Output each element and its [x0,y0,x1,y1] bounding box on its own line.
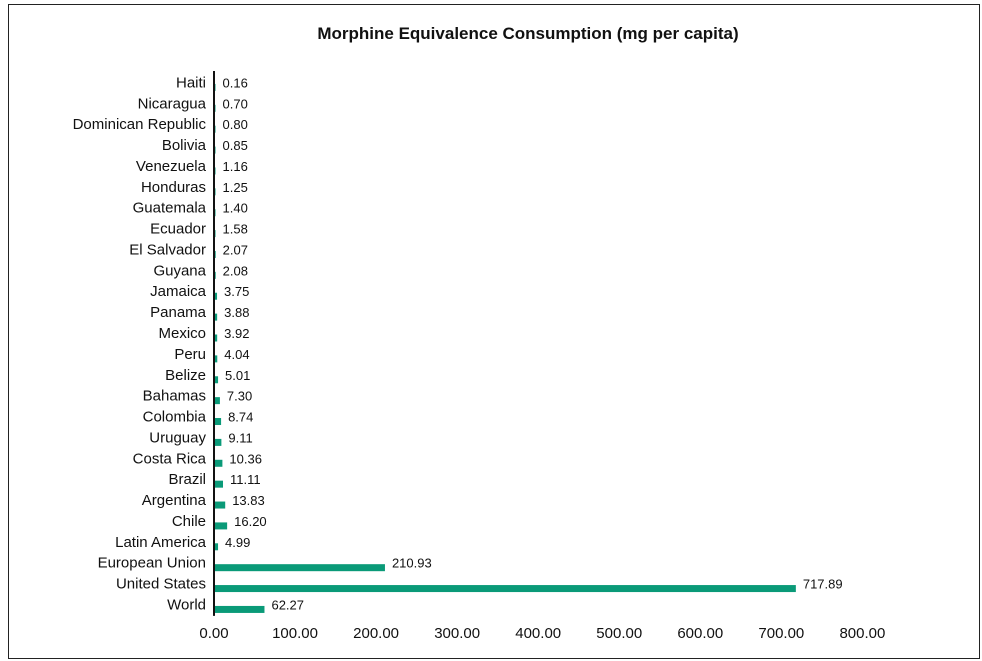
value-label-brazil: 11.11 [230,472,261,487]
category-label-european-union: European Union [98,555,206,572]
category-label-costa-rica: Costa Rica [133,450,207,467]
category-label-guatemala: Guatemala [133,200,207,217]
bar-bahamas [214,397,220,405]
bar-panama [214,313,218,321]
value-labels-group: 0.16 0.70 0.80 0.85 1.16 1.25 1.40 1.58 2.07 2.08… [223,75,843,612]
category-label-uruguay: Uruguay [149,429,206,446]
x-tick-label-1: 100.00 [272,625,318,642]
x-axis-ticks-group: 0.00 100.00 200.00 300.00 400.00 500.00 600.00… [199,625,885,642]
chart-frame: Morphine Equivalence Consumption (mg per… [8,4,980,659]
bar-european-union [214,564,385,572]
value-label-peru: 4.04 [224,347,249,362]
category-label-belize: Belize [165,367,206,384]
category-label-colombia: Colombia [143,409,207,426]
value-label-ecuador: 1.58 [223,222,248,237]
category-label-brazil: Brazil [168,471,206,488]
chart-title: Morphine Equivalence Consumption (mg per… [317,24,738,43]
value-label-uruguay: 9.11 [228,430,252,445]
value-label-belize: 5.01 [225,368,250,383]
category-label-guyana: Guyana [153,262,206,279]
category-label-ecuador: Ecuador [150,221,206,238]
x-tick-label-5: 500.00 [596,625,642,642]
value-label-honduras: 1.25 [223,180,248,195]
x-tick-label-7: 700.00 [758,625,804,642]
value-label-venezuela: 1.16 [223,159,248,174]
x-tick-label-3: 300.00 [434,625,480,642]
bar-chile [214,522,228,530]
value-label-nicaragua: 0.70 [223,96,248,111]
category-label-honduras: Honduras [141,179,206,196]
value-label-bahamas: 7.30 [227,389,252,404]
category-label-peru: Peru [174,346,206,363]
category-label-latin-america: Latin America [115,534,207,551]
category-label-jamaica: Jamaica [150,283,207,300]
category-label-nicaragua: Nicaragua [138,95,207,112]
category-label-united-states: United States [116,576,206,593]
category-label-haiti: Haiti [176,74,206,91]
category-label-venezuela: Venezuela [136,158,207,175]
value-label-jamaica: 3.75 [224,284,249,299]
bar-mexico [214,334,218,342]
bar-united-states [214,585,796,593]
value-label-latin-america: 4.99 [225,535,250,550]
category-label-argentina: Argentina [142,492,207,509]
value-label-haiti: 0.16 [223,75,248,90]
x-tick-label-6: 600.00 [677,625,723,642]
value-label-el-salvador: 2.07 [223,242,248,257]
value-label-panama: 3.88 [224,305,249,320]
bar-belize [214,376,219,384]
value-label-united-states: 717.89 [803,577,843,592]
value-label-guyana: 2.08 [223,263,248,278]
bar-jamaica [214,292,218,300]
value-label-colombia: 8.74 [228,410,253,425]
category-label-bahamas: Bahamas [143,388,206,405]
value-label-costa-rica: 10.36 [229,451,262,466]
value-label-mexico: 3.92 [224,326,249,341]
value-label-bolivia: 0.85 [223,138,248,153]
bars-group [214,83,796,613]
value-label-chile: 16.20 [234,514,267,529]
bar-uruguay [214,438,222,446]
bar-colombia [214,418,222,426]
bar-world [214,605,265,613]
bar-brazil [214,480,224,488]
x-tick-label-2: 200.00 [353,625,399,642]
bar-peru [214,355,218,363]
category-label-world: World [167,596,206,613]
bar-latin-america [214,543,219,551]
category-label-bolivia: Bolivia [162,137,207,154]
x-tick-label-0: 0.00 [199,625,228,642]
value-label-world: 62.27 [271,597,304,612]
value-label-european-union: 210.93 [392,556,432,571]
category-labels-group: Haiti Nicaragua Dominican Republic Bolivia V… [73,74,207,613]
bar-chart: Morphine Equivalence Consumption (mg per… [73,24,886,642]
value-label-dominican-republic: 0.80 [223,117,248,132]
category-label-chile: Chile [172,513,206,530]
bar-argentina [214,501,226,509]
x-tick-label-8: 800.00 [839,625,885,642]
value-label-argentina: 13.83 [232,493,265,508]
category-label-dominican-republic: Dominican Republic [73,116,207,133]
x-tick-label-4: 400.00 [515,625,561,642]
category-label-mexico: Mexico [158,325,206,342]
category-label-el-salvador: El Salvador [129,241,206,258]
category-label-panama: Panama [150,304,207,321]
value-label-guatemala: 1.40 [223,201,248,216]
bar-costa-rica [214,459,223,467]
